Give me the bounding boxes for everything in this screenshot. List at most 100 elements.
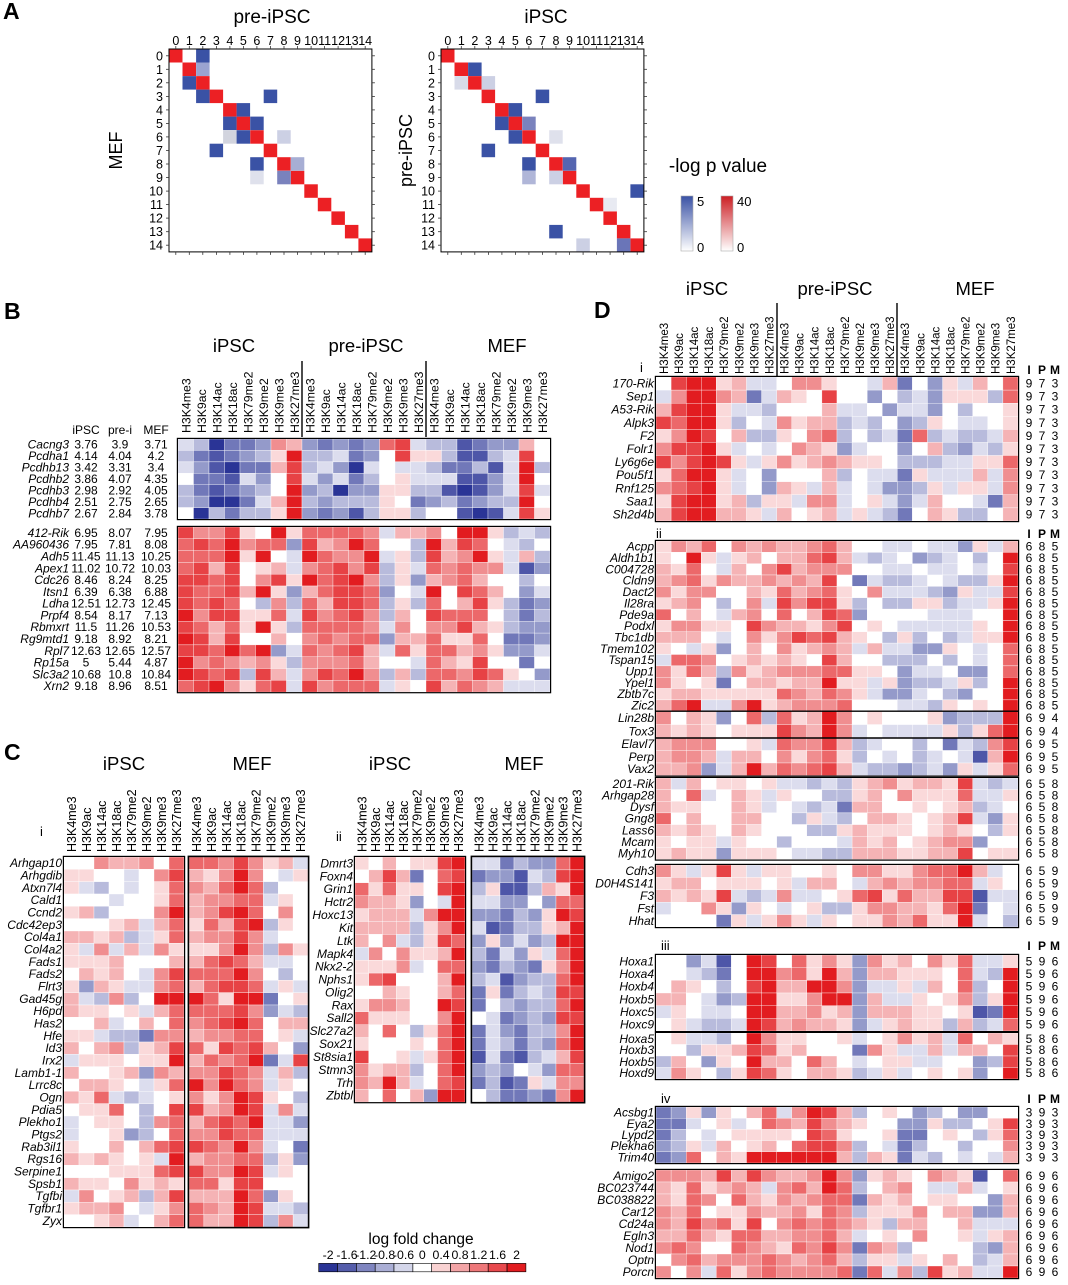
svg-text:Lass6: Lass6	[622, 823, 654, 837]
svg-text:0.8: 0.8	[451, 1248, 468, 1262]
svg-text:5: 5	[1039, 812, 1046, 826]
svg-text:Cldn9: Cldn9	[623, 574, 655, 588]
svg-text:Egln3: Egln3	[623, 1229, 654, 1243]
svg-text:5: 5	[1052, 540, 1059, 554]
svg-text:AA960436: AA960436	[12, 538, 69, 552]
svg-text:H3K18ac: H3K18ac	[226, 382, 240, 433]
svg-text:Arhgap28: Arhgap28	[601, 789, 654, 803]
svg-text:Pcdhb13: Pcdhb13	[22, 461, 70, 475]
svg-text:6: 6	[1026, 889, 1033, 903]
svg-text:Cdh3: Cdh3	[625, 864, 654, 878]
svg-text:4: 4	[156, 103, 163, 117]
svg-text:5: 5	[1026, 954, 1033, 968]
svg-text:8.54: 8.54	[74, 608, 98, 622]
svg-text:40: 40	[737, 194, 751, 209]
svg-text:6: 6	[1052, 1005, 1059, 1019]
svg-text:9: 9	[1039, 1253, 1046, 1267]
svg-text:6: 6	[1026, 724, 1033, 738]
svg-text:7: 7	[1039, 416, 1046, 430]
svg-text:8: 8	[1039, 1055, 1046, 1069]
svg-text:6: 6	[1026, 631, 1033, 645]
svg-text:8: 8	[1039, 631, 1046, 645]
svg-text:6: 6	[1052, 1193, 1059, 1207]
svg-text:D: D	[594, 297, 611, 323]
svg-text:5: 5	[1052, 676, 1059, 690]
svg-text:6: 6	[1052, 1055, 1059, 1069]
svg-text:8: 8	[1039, 619, 1046, 633]
svg-text:MEF: MEF	[106, 132, 126, 170]
svg-text:12.45: 12.45	[141, 597, 171, 611]
svg-text:iPSC: iPSC	[686, 278, 728, 299]
svg-text:13: 13	[345, 34, 359, 48]
svg-text:Hoxb5: Hoxb5	[619, 992, 654, 1006]
svg-text:7: 7	[1039, 494, 1046, 508]
svg-text:2.65: 2.65	[144, 495, 168, 509]
svg-text:H3K9me2: H3K9me2	[505, 378, 519, 433]
svg-text:iii: iii	[661, 938, 670, 953]
svg-text:Zyx: Zyx	[42, 1214, 63, 1228]
svg-text:6: 6	[1026, 812, 1033, 826]
svg-text:5: 5	[1039, 901, 1046, 915]
svg-text:6: 6	[1052, 954, 1059, 968]
svg-text:9: 9	[1026, 494, 1033, 508]
svg-text:Cacng3: Cacng3	[28, 438, 70, 452]
svg-text:Pou5f1: Pou5f1	[616, 468, 654, 482]
svg-text:0: 0	[172, 34, 179, 48]
svg-text:Spsb1: Spsb1	[28, 1177, 62, 1191]
svg-text:9: 9	[1052, 889, 1059, 903]
svg-text:Stmn3: Stmn3	[318, 1063, 353, 1077]
svg-text:Flrt3: Flrt3	[38, 980, 62, 994]
svg-text:6: 6	[1026, 877, 1033, 891]
svg-text:8: 8	[1039, 1066, 1046, 1080]
svg-text:Apex1: Apex1	[34, 561, 69, 575]
svg-text:Hoxb4: Hoxb4	[619, 980, 654, 994]
svg-text:7: 7	[1039, 390, 1046, 404]
svg-text:13: 13	[617, 34, 631, 48]
svg-text:8: 8	[1039, 551, 1046, 565]
svg-text:5: 5	[1026, 980, 1033, 994]
svg-text:Il28ra: Il28ra	[624, 596, 654, 610]
svg-text:8: 8	[1039, 562, 1046, 576]
svg-text:6: 6	[525, 34, 532, 48]
svg-text:8: 8	[1039, 574, 1046, 588]
svg-text:MEF: MEF	[232, 753, 271, 774]
svg-text:6: 6	[1052, 1169, 1059, 1183]
svg-text:5: 5	[1039, 864, 1046, 878]
svg-text:Zbtb7c: Zbtb7c	[616, 687, 654, 701]
svg-text:201-Rik: 201-Rik	[612, 777, 655, 791]
svg-text:H3K9me2: H3K9me2	[855, 323, 867, 374]
svg-text:5: 5	[1052, 750, 1059, 764]
svg-text:Hoxb3: Hoxb3	[619, 1043, 654, 1057]
svg-text:2.51: 2.51	[74, 495, 98, 509]
svg-text:-2: -2	[323, 1248, 334, 1262]
svg-text:Pcdhb2: Pcdhb2	[28, 472, 69, 486]
svg-text:Cdc42ep3: Cdc42ep3	[7, 918, 62, 932]
svg-text:0: 0	[428, 49, 435, 63]
svg-text:7.81: 7.81	[108, 538, 132, 552]
svg-text:Ldha: Ldha	[42, 597, 69, 611]
svg-text:MEF: MEF	[504, 753, 543, 774]
svg-text:Zbtbl: Zbtbl	[325, 1089, 353, 1103]
svg-text:7: 7	[1039, 429, 1046, 443]
svg-text:8: 8	[1052, 789, 1059, 803]
svg-text:7: 7	[1039, 481, 1046, 495]
svg-text:6: 6	[1052, 1032, 1059, 1046]
svg-text:3: 3	[1052, 377, 1059, 391]
svg-text:12: 12	[149, 212, 163, 226]
svg-text:9.18: 9.18	[74, 632, 98, 646]
svg-text:9: 9	[1039, 980, 1046, 994]
svg-text:H3K9me3: H3K9me3	[991, 323, 1003, 374]
svg-text:H3K4me3: H3K4me3	[427, 378, 441, 433]
svg-text:Alpk3: Alpk3	[623, 416, 654, 430]
svg-text:6: 6	[1026, 777, 1033, 791]
svg-text:A53-Rik: A53-Rik	[610, 403, 655, 417]
svg-text:5: 5	[83, 656, 90, 670]
svg-text:H3K18ac: H3K18ac	[515, 801, 529, 852]
svg-text:5: 5	[1026, 1055, 1033, 1069]
svg-text:11.13: 11.13	[105, 550, 134, 564]
svg-text:I: I	[1027, 527, 1030, 541]
svg-text:H3K9me3: H3K9me3	[438, 796, 452, 852]
svg-text:8.25: 8.25	[144, 573, 168, 587]
svg-text:9: 9	[1039, 711, 1046, 725]
svg-text:Has2: Has2	[34, 1017, 62, 1031]
